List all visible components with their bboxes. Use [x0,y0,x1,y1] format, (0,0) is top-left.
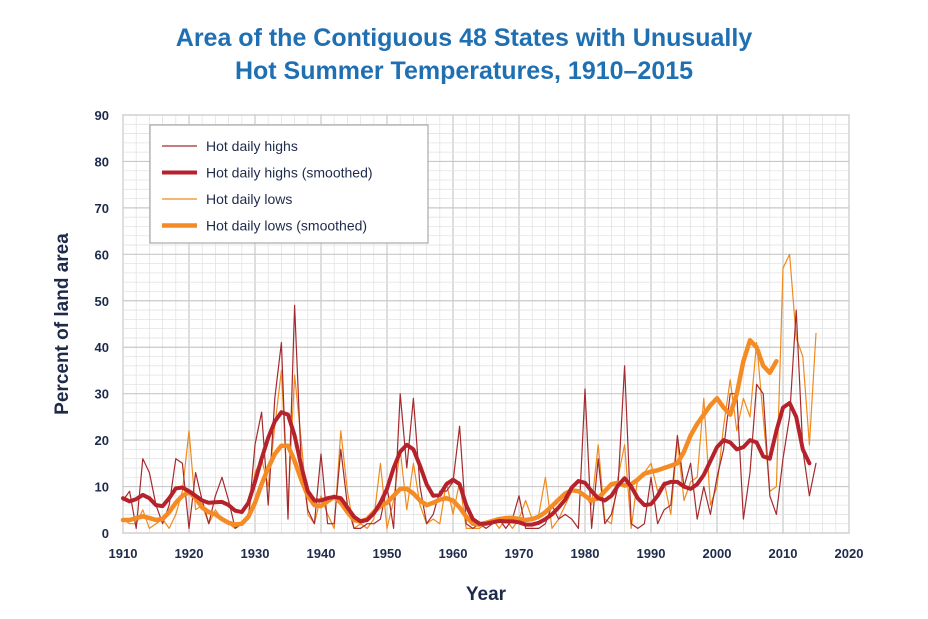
series-lines [120,253,817,530]
x-tick-label: 1990 [637,546,666,561]
chart-title-line-1: Area of the Contiguous 48 States with Un… [175,24,753,52]
chart-title-line-2: Hot Summer Temperatures, 1910–2015 [234,57,694,85]
x-tick-label: 1930 [241,546,270,561]
legend-label: Hot daily lows (smoothed) [206,218,367,234]
x-tick-label: 1940 [307,546,336,561]
y-tick-labels: 0 10 20 30 40 50 60 70 80 90 [95,108,109,541]
y-tick-label: 40 [95,340,109,355]
chart-title: Area of the Contiguous 48 States with Un… [0,22,928,88]
x-tick-label: 1920 [175,546,204,561]
y-tick-label: 90 [95,108,109,123]
lows-smoothed-line [120,338,779,527]
x-axis-label: Year [466,584,507,605]
y-tick-label: 0 [102,526,109,541]
x-tick-label: 2000 [703,546,732,561]
x-tick-label: 2010 [769,546,798,561]
legend: Hot daily highs Hot daily highs (smoothed… [149,124,429,244]
y-tick-label: 50 [95,294,109,309]
y-axis-label: Percent of land area [52,233,73,415]
highs-smoothed-line [121,401,812,527]
x-tick-labels: 1910 1920 1930 1940 1950 1960 1970 1980 1990 2000… [109,546,864,561]
gridlines [122,114,850,534]
legend-label: Hot daily lows [206,191,292,207]
y-tick-label: 60 [95,247,109,262]
x-tick-label: 1910 [109,546,138,561]
legend-label: Hot daily highs (smoothed) [206,165,373,181]
x-tick-label: 1950 [373,546,402,561]
x-tick-label: 1970 [505,546,534,561]
x-tick-label: 2020 [835,546,864,561]
y-tick-label: 30 [95,387,109,402]
y-tick-label: 80 [95,154,109,169]
y-tick-label: 20 [95,433,109,448]
y-tick-label: 10 [95,480,109,495]
x-tick-label: 1960 [439,546,468,561]
x-tick-label: 1980 [571,546,600,561]
legend-label: Hot daily highs [206,138,298,154]
y-tick-label: 70 [95,201,109,216]
